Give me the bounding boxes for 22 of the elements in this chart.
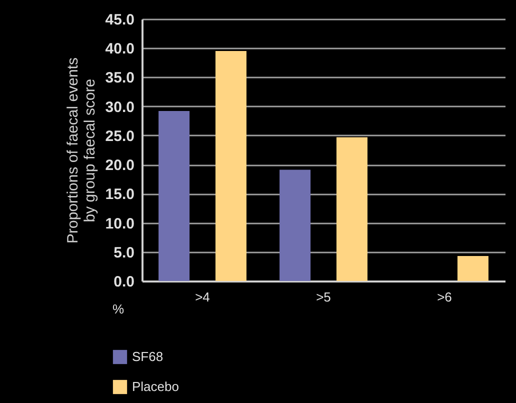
y-tick-label: 0.0 [114, 274, 134, 290]
y-tick-label: 20.0 [105, 157, 134, 174]
bar [215, 51, 246, 281]
bar [336, 137, 368, 281]
y-tick-label: 10.0 [105, 215, 134, 232]
legend-label: Placebo [132, 379, 179, 394]
y-axis-title: Proportions of faecal events by group faecal score [64, 58, 98, 244]
bar [158, 110, 190, 281]
y-tick-label: 35.0 [105, 70, 134, 87]
x-tick-label: >6 [437, 290, 452, 304]
y-tick-label: 45.0 [105, 12, 134, 28]
legend-label: SF68 [132, 349, 164, 364]
x-tick-label: >5 [316, 290, 331, 304]
y-tick-label: 30.0 [105, 98, 134, 116]
y-tick-label: 15.0 [105, 186, 134, 204]
x-axis-title: % [112, 302, 124, 316]
y-tick-label: 25.0 [105, 128, 134, 145]
bar [280, 170, 311, 281]
y-tick-label: 5.0 [114, 244, 134, 262]
bar [457, 256, 488, 281]
x-tick-label: >4 [195, 290, 210, 304]
y-tick-label: 40.0 [105, 40, 134, 58]
